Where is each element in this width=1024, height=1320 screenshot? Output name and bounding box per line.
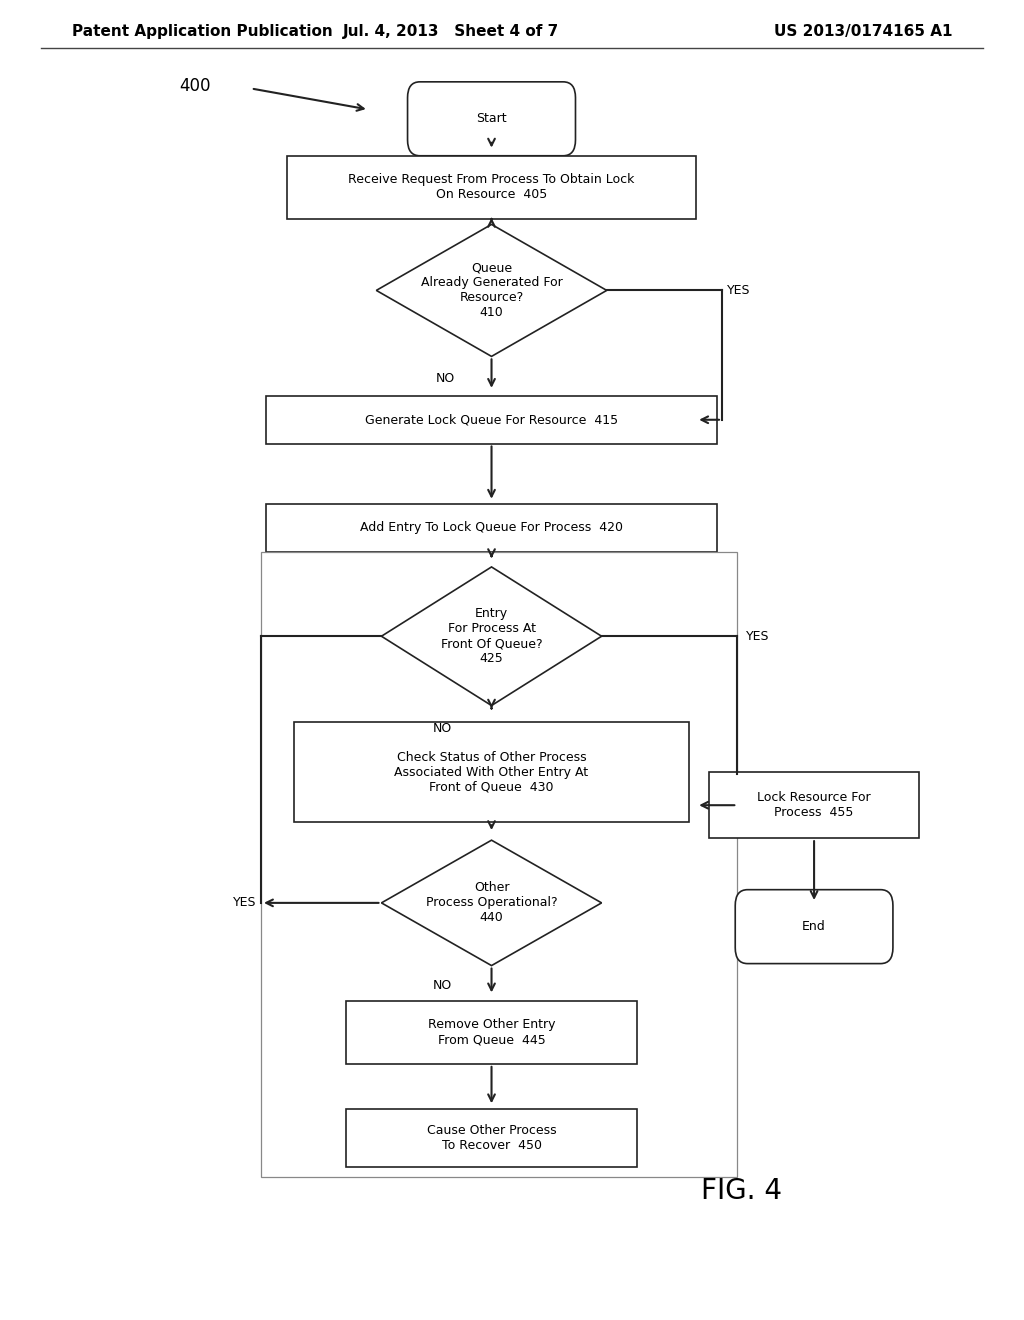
FancyBboxPatch shape (735, 890, 893, 964)
Polygon shape (381, 568, 602, 705)
Text: Add Entry To Lock Queue For Process  420: Add Entry To Lock Queue For Process 420 (360, 521, 623, 535)
Text: Start: Start (476, 112, 507, 125)
Text: NO: NO (433, 722, 452, 735)
Polygon shape (709, 772, 920, 838)
Text: US 2013/0174165 A1: US 2013/0174165 A1 (774, 24, 952, 40)
Text: YES: YES (232, 896, 256, 909)
Polygon shape (295, 722, 688, 822)
Text: End: End (802, 920, 826, 933)
Text: FIG. 4: FIG. 4 (701, 1176, 782, 1205)
Text: Jul. 4, 2013   Sheet 4 of 7: Jul. 4, 2013 Sheet 4 of 7 (342, 24, 559, 40)
Text: Entry
For Process At
Front Of Queue?
425: Entry For Process At Front Of Queue? 425 (440, 607, 543, 665)
Polygon shape (381, 841, 602, 966)
Polygon shape (346, 1109, 637, 1167)
Text: Lock Resource For
Process  455: Lock Resource For Process 455 (758, 791, 870, 820)
Text: Remove Other Entry
From Queue  445: Remove Other Entry From Queue 445 (428, 1018, 555, 1047)
Text: Check Status of Other Process
Associated With Other Entry At
Front of Queue  430: Check Status of Other Process Associated… (394, 751, 589, 793)
Text: Receive Request From Process To Obtain Lock
On Resource  405: Receive Request From Process To Obtain L… (348, 173, 635, 202)
Text: Queue
Already Generated For
Resource?
410: Queue Already Generated For Resource? 41… (421, 261, 562, 319)
Text: NO: NO (433, 979, 452, 993)
Text: YES: YES (727, 284, 751, 297)
Text: YES: YES (745, 630, 769, 643)
Text: 400: 400 (179, 77, 211, 95)
Polygon shape (287, 156, 696, 219)
Text: Generate Lock Queue For Resource  415: Generate Lock Queue For Resource 415 (365, 413, 618, 426)
Polygon shape (266, 396, 717, 444)
Text: Other
Process Operational?
440: Other Process Operational? 440 (426, 882, 557, 924)
Text: Cause Other Process
To Recover  450: Cause Other Process To Recover 450 (427, 1123, 556, 1152)
Polygon shape (266, 504, 717, 552)
Polygon shape (346, 1001, 637, 1064)
Polygon shape (377, 224, 606, 356)
Text: Patent Application Publication: Patent Application Publication (72, 24, 333, 40)
Text: NO: NO (436, 372, 455, 385)
FancyBboxPatch shape (408, 82, 575, 156)
